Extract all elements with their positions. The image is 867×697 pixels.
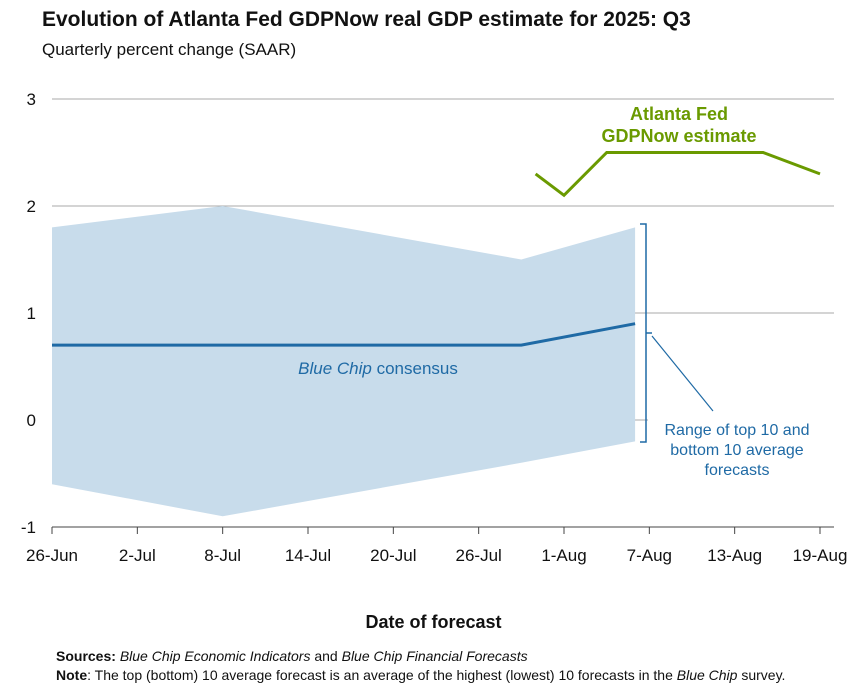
consensus-label-rest: consensus [372, 359, 458, 378]
x-tick-label: 1-Aug [541, 546, 586, 565]
note-italic: Blue Chip [676, 667, 738, 683]
range-label-line1: Range of top 10 and [664, 422, 809, 439]
note-text-2: survey. [737, 667, 786, 683]
x-tick-label: 20-Jul [370, 546, 416, 565]
gdpnow-label-line1: Atlanta Fed [630, 104, 728, 124]
gdpnow-label-line2: GDPNow estimate [601, 126, 756, 146]
range-label-line3: forecasts [705, 462, 770, 479]
range-leader-line [651, 335, 714, 412]
source-1: Blue Chip Economic Indicators [119, 648, 311, 664]
note-text-1: : The top (bottom) 10 average forecast i… [87, 667, 677, 683]
x-tick-label: 8-Jul [204, 546, 241, 565]
source-2: Blue Chip Financial Forecasts [341, 648, 528, 664]
sources-line: Sources: Blue Chip Economic Indicators a… [56, 647, 785, 666]
range-band [52, 206, 636, 517]
range-band-layer [52, 206, 636, 517]
range-bracket [640, 223, 647, 443]
chart-title: Evolution of Atlanta Fed GDPNow real GDP… [42, 8, 691, 31]
range-label-line2: bottom 10 average [670, 442, 804, 459]
x-tick-label: 26-Jun [26, 546, 78, 565]
y-tick-label: 0 [27, 411, 36, 430]
consensus-line [52, 322, 636, 347]
consensus-label-italic: Blue Chip [298, 359, 372, 378]
x-axis-label: Date of forecast [365, 612, 502, 632]
x-tick-label: 7-Aug [627, 546, 672, 565]
axis-layer: -1 0 1 2 3 26-Jun 2-Jul 8-Jul 14-Jul 20-Jul 26-Jul… [21, 90, 848, 565]
sources-and: and [310, 648, 342, 664]
note-line: Note: The top (bottom) 10 average foreca… [56, 666, 785, 685]
footer: Sources: Blue Chip Economic Indicators a… [56, 647, 785, 685]
series-layer [52, 151, 821, 347]
y-tick-label: 2 [27, 197, 36, 216]
gdpnow-line [534, 151, 821, 198]
y-tick-label: 3 [27, 90, 36, 109]
note-label: Note [56, 667, 88, 683]
sources-label: Sources: [56, 648, 116, 664]
x-tick-label: 19-Aug [793, 546, 848, 565]
y-tick-label: -1 [21, 518, 36, 537]
consensus-label: Blue Chip consensus [298, 359, 458, 378]
chart-subtitle: Quarterly percent change (SAAR) [42, 40, 297, 59]
x-tick-label: 26-Jul [456, 546, 502, 565]
x-tick-label: 13-Aug [707, 546, 762, 565]
range-label-bg [648, 412, 834, 484]
x-tick-label: 14-Jul [285, 546, 331, 565]
x-tick-label: 2-Jul [119, 546, 156, 565]
y-tick-label: 1 [27, 304, 36, 323]
